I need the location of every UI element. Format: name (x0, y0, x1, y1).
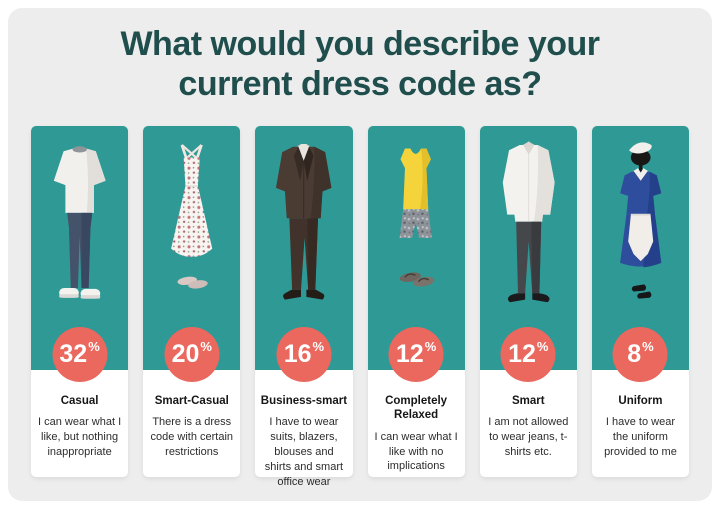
percent-sign: % (88, 339, 100, 354)
category-label: Smart (511, 395, 545, 407)
dress-code-card-smart-casual: 20% Smart-Casual There is a dress code w… (143, 126, 241, 477)
category-description: I have to wear suits, blazers, blouses a… (264, 416, 344, 488)
title-line-1: What would you describe your (120, 25, 600, 63)
percent-value: 20 (171, 340, 200, 368)
percent-badge: 12% (388, 327, 444, 382)
percent-badge: 32% (52, 327, 108, 382)
percent-sign: % (200, 339, 212, 354)
tshirt-jeans-sneakers-icon (53, 146, 106, 299)
shirt-trousers-shoes-icon (502, 141, 555, 303)
category-description: I am not allowed to wear jeans, t-shirts… (488, 416, 569, 459)
percent-sign: % (312, 339, 325, 354)
floral-dress-flats-icon (171, 144, 213, 289)
percent-sign: % (424, 339, 437, 354)
category-description: There is a dress code with certain restr… (150, 416, 234, 459)
title-line-2: current dress code as? (178, 65, 542, 104)
dress-code-card-uniform: 8% Uniform I have to wear the uniform pr… (591, 126, 690, 477)
percent-value: 32 (59, 340, 88, 368)
page-title: What would you describe your current dres… (8, 8, 712, 104)
tank-top-shorts-flipflops-icon (400, 148, 435, 287)
dress-code-card-business-smart: 16% Business-smart I have to wear suits,… (255, 126, 353, 488)
category-label: Completely Relaxed (385, 395, 448, 422)
percent-value: 12 (508, 340, 536, 368)
maid-uniform-shoes-icon (619, 142, 662, 299)
category-label: Business-smart (260, 395, 348, 407)
percent-badge: 8% (612, 327, 668, 382)
category-label: Smart-Casual (154, 395, 229, 407)
percent-value: 8 (627, 340, 642, 368)
dress-code-card-completely-relaxed: 12% Completely Relaxed I can wear what I… (367, 126, 465, 477)
percent-badge: 12% (500, 327, 556, 382)
category-label: Casual (60, 395, 99, 407)
infographic-canvas: What would you describe your current dres… (8, 8, 712, 501)
percent-badge: 16% (276, 327, 332, 382)
category-description: I have to wear the uniform provided to m… (604, 416, 677, 459)
dress-code-card-casual: 32% Casual I can wear what I like, but n… (31, 126, 129, 477)
brown-suit-shoes-icon (276, 144, 332, 300)
columns-row: 32% Casual I can wear what I like, but n… (31, 126, 690, 488)
outfit-panel (143, 126, 241, 370)
percent-value: 16 (283, 340, 312, 368)
percent-badge: 20% (164, 327, 220, 382)
category-label: Uniform (618, 395, 663, 407)
category-description: I can wear what I like, but nothing inap… (38, 416, 122, 459)
dress-code-card-smart: 12% Smart I am not allowed to wear jeans… (479, 126, 577, 477)
percent-sign: % (536, 339, 549, 354)
percent-sign: % (642, 339, 654, 354)
percent-value: 12 (395, 340, 424, 368)
category-description: I can wear what I like with no implicati… (374, 430, 458, 473)
